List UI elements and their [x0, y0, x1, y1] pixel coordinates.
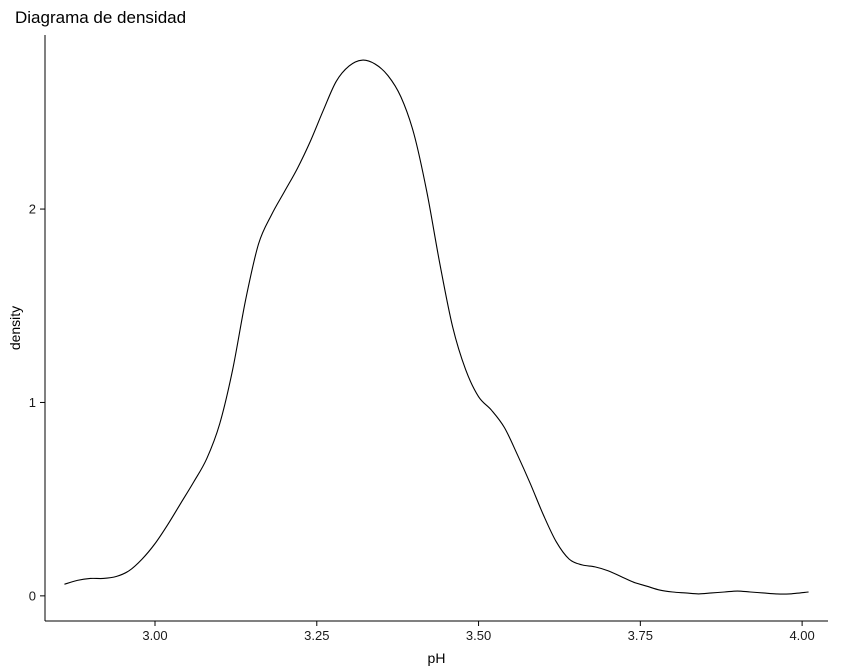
x-tick-label: 3.75 — [628, 628, 653, 643]
x-tick-label: 3.00 — [142, 628, 167, 643]
y-tick-label: 2 — [29, 202, 36, 217]
y-axis-ticks: 0 1 2 — [29, 202, 45, 603]
axes — [44, 35, 828, 622]
x-axis-ticks: 3.00 3.25 3.50 3.75 4.00 — [142, 621, 815, 643]
density-curve — [64, 59, 809, 595]
y-tick-label: 0 — [29, 588, 36, 603]
x-tick-label: 3.50 — [466, 628, 491, 643]
x-axis-title: pH — [428, 650, 446, 666]
x-tick-label: 4.00 — [789, 628, 814, 643]
chart-title: Diagrama de densidad — [15, 8, 186, 27]
x-tick-label: 3.25 — [304, 628, 329, 643]
plot-area — [64, 59, 809, 595]
y-tick-label: 1 — [29, 395, 36, 410]
y-axis-title: density — [7, 306, 23, 350]
